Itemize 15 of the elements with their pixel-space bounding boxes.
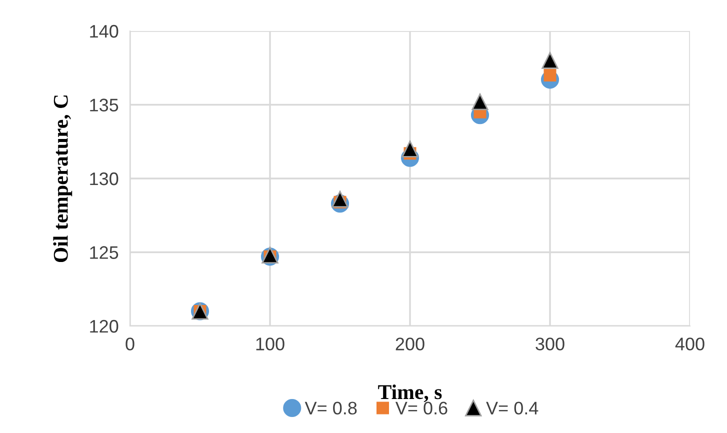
y-tick-label: 130 bbox=[90, 172, 118, 186]
legend-label: V= 0.4 bbox=[486, 402, 538, 415]
x-tick-label: 100 bbox=[256, 338, 284, 350]
y-axis-title: Oil temperature, C bbox=[53, 96, 72, 262]
y-tick-label: 135 bbox=[90, 98, 118, 112]
x-tick-label: 400 bbox=[675, 338, 704, 350]
y-tick-label: 120 bbox=[90, 320, 118, 333]
x-axis-title: Time, s bbox=[378, 384, 442, 402]
x-tick-label: 0 bbox=[126, 338, 134, 350]
y-tick-label: 140 bbox=[90, 24, 118, 38]
y-tick-label: 125 bbox=[90, 246, 118, 259]
x-tick-label: 200 bbox=[396, 338, 424, 350]
legend-label: V= 0.6 bbox=[395, 402, 448, 415]
legend-label: V= 0.8 bbox=[304, 402, 357, 415]
x-tick-label: 300 bbox=[536, 338, 564, 350]
